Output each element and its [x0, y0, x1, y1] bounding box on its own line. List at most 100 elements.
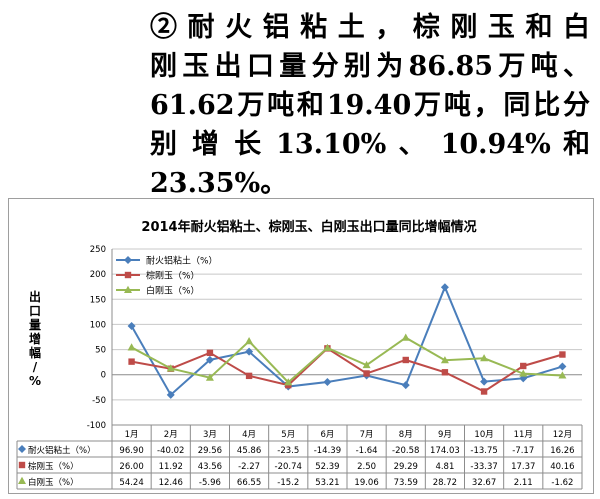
table-cell: 40.16 [550, 462, 574, 472]
table-cell: -20.58 [392, 446, 419, 456]
data-point [127, 321, 136, 330]
table-cell: -40.02 [157, 446, 184, 456]
data-point [205, 355, 214, 364]
data-point [362, 360, 371, 369]
chart-panel: 2014年耐火铝粘土、棕刚玉、白刚玉出口量同比增幅情况 出口量增幅/% -100 -5… [8, 198, 594, 494]
x-tick-label: 12月 [553, 430, 572, 440]
y-tick-label: 250 [90, 245, 106, 255]
x-tick-label: 7月 [360, 430, 374, 440]
x-tick-label: 11月 [514, 430, 533, 440]
data-point [18, 476, 26, 484]
table-cell: 17.37 [511, 462, 535, 472]
y-tick-label: 150 [90, 295, 106, 305]
table-cell: -15.2 [277, 478, 299, 488]
legend-label: 耐火铝粘土（%） [146, 255, 218, 267]
data-point [558, 362, 567, 371]
table-cell: 73.59 [394, 478, 418, 488]
data-point [127, 343, 136, 351]
data-point [401, 381, 410, 390]
data-point [245, 347, 254, 356]
table-cell: -7.17 [512, 446, 534, 456]
data-point [284, 378, 293, 386]
data-point [520, 362, 527, 370]
table-cell: -13.75 [470, 446, 497, 456]
y-axis-label: 出口量增幅/% [29, 289, 41, 388]
series-line [130, 284, 563, 397]
x-tick-label: 4月 [242, 430, 256, 440]
x-tick-label: 1月 [125, 430, 139, 440]
table-cell: -1.62 [551, 478, 573, 488]
table-cell: 26.00 [119, 462, 143, 472]
data-point [124, 271, 132, 279]
table-cell: 174.03 [430, 446, 460, 456]
table-cell: 16.26 [550, 446, 574, 456]
table-cell: 45.86 [237, 446, 261, 456]
x-tick-label: 3月 [203, 430, 217, 440]
table-cell: -20.74 [275, 462, 302, 472]
legend-label: 白刚玉（%） [146, 285, 200, 297]
data-point [480, 388, 488, 395]
table-cell: -2.27 [238, 462, 260, 472]
table-cell: 11.92 [159, 462, 183, 472]
data-point [323, 377, 332, 386]
data-point [18, 445, 26, 453]
paragraph-line: 61.62万吨和19.40万吨，同比分 [150, 90, 590, 121]
series-line [131, 336, 563, 384]
data-point [401, 333, 410, 341]
intro-paragraph: ②耐火铝粘土，棕刚玉和白 刚玉出口量分别为86.85万吨、 61.62万吨和19… [150, 8, 590, 203]
data-point [402, 356, 409, 364]
table-row-label: 棕刚玉（%） [28, 461, 79, 472]
table-cell: 12.46 [159, 478, 183, 488]
data-point [440, 356, 449, 364]
data-point [166, 390, 175, 399]
x-tick-label: 2月 [164, 430, 178, 440]
table-cell: -23.5 [277, 446, 299, 456]
series-line [131, 347, 563, 393]
y-tick-label: 100 [90, 320, 106, 330]
data-point [124, 285, 132, 293]
table-cell: -1.64 [356, 446, 378, 456]
table-cell: -33.37 [470, 462, 497, 472]
table-cell: 29.29 [394, 462, 418, 472]
data-point [441, 369, 449, 376]
table-cell: -14.39 [314, 446, 341, 456]
x-tick-label: 6月 [320, 430, 334, 440]
data-point [480, 354, 489, 362]
data-point [440, 283, 449, 292]
paragraph-line: 刚玉出口量分别为86.85万吨、 [150, 51, 590, 82]
table-cell: 32.67 [472, 478, 496, 488]
table-cell: 96.90 [119, 446, 143, 456]
data-point [519, 374, 528, 383]
data-point [245, 372, 253, 380]
chart-title: 2014年耐火铝粘土、棕刚玉、白刚玉出口量同比增幅情况 [141, 219, 476, 235]
paragraph-line: 23.35%。 [150, 168, 288, 199]
data-point [166, 364, 175, 372]
table-cell: 2.11 [514, 478, 533, 488]
data-point [480, 377, 489, 386]
data-point [245, 337, 254, 345]
data-point [128, 358, 135, 365]
table-row-label: 耐火铝粘土（%） [28, 445, 96, 456]
data-point [18, 461, 26, 469]
data-point [124, 256, 132, 264]
table-cell: 53.21 [315, 478, 339, 488]
data-point [519, 369, 528, 377]
paragraph-line: 别 增 长 13.10% 、 10.94% 和 [150, 129, 590, 160]
table-cell: 52.39 [315, 462, 339, 472]
data-point [559, 351, 566, 358]
paragraph-line: ②耐火铝粘土，棕刚玉和白 [150, 12, 590, 43]
data-point [205, 373, 214, 381]
data-point [206, 349, 214, 357]
data-point [323, 343, 332, 351]
table-cell: 28.72 [433, 478, 457, 488]
data-point [558, 371, 567, 379]
table-cell: 29.56 [198, 446, 222, 456]
x-tick-label: 10月 [474, 430, 493, 440]
x-tick-label: 8月 [399, 430, 413, 440]
x-tick-label: 5月 [281, 430, 295, 440]
y-tick-label: 0 [101, 371, 106, 381]
y-tick-label: 200 [90, 270, 106, 280]
table-cell: 4.81 [435, 462, 454, 472]
y-tick-label: -100 [87, 421, 106, 431]
